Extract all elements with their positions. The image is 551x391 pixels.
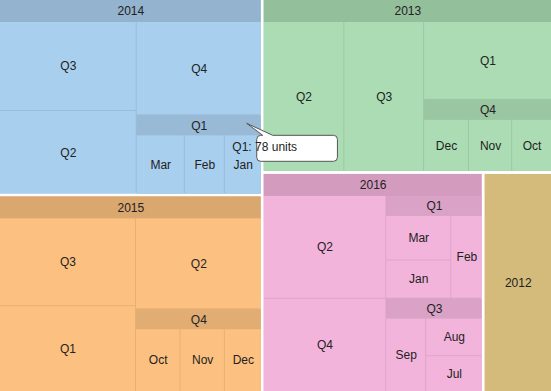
svg-text:Nov: Nov	[192, 353, 213, 367]
svg-text:Q4: Q4	[191, 313, 207, 327]
svg-text:Dec: Dec	[233, 353, 254, 367]
svg-text:2013: 2013	[395, 4, 422, 18]
svg-text:Q1: Q1	[426, 199, 442, 213]
svg-text:Jan: Jan	[234, 158, 253, 172]
svg-text:Mar: Mar	[150, 158, 171, 172]
svg-text:Q3: Q3	[376, 90, 392, 104]
svg-text:Q1: Q1	[480, 54, 496, 68]
svg-text:Q2: Q2	[296, 90, 312, 104]
svg-text:Feb: Feb	[457, 250, 478, 264]
svg-text:Aug: Aug	[444, 330, 465, 344]
svg-text:2015: 2015	[118, 201, 145, 215]
svg-text:Q3: Q3	[60, 59, 76, 73]
svg-text:Q2: Q2	[60, 146, 76, 160]
svg-text:Dec: Dec	[436, 139, 457, 153]
svg-text:Q3: Q3	[60, 255, 76, 269]
svg-text:Q4: Q4	[317, 338, 333, 352]
svg-text:Oct: Oct	[149, 353, 168, 367]
svg-text:2014: 2014	[118, 4, 145, 18]
svg-text:Mar: Mar	[408, 231, 429, 245]
svg-text:2016: 2016	[360, 178, 387, 192]
svg-text:Oct: Oct	[523, 139, 542, 153]
svg-text:Feb: Feb	[194, 158, 215, 172]
svg-text:Nov: Nov	[480, 139, 501, 153]
svg-text:Q4: Q4	[480, 103, 496, 117]
svg-text:Q1: Q1	[60, 342, 76, 356]
svg-text:Q1: Q1	[191, 119, 207, 133]
svg-text:Sep: Sep	[396, 348, 418, 362]
svg-text:Q2: Q2	[191, 257, 207, 271]
svg-text:2012: 2012	[505, 276, 532, 290]
svg-text:Q2: Q2	[317, 240, 333, 254]
svg-text:Q3: Q3	[426, 302, 442, 316]
svg-text:Q1: 78 units: Q1: 78 units	[232, 140, 297, 154]
svg-text:Jul: Jul	[447, 367, 462, 381]
svg-text:Jan: Jan	[409, 272, 428, 286]
svg-text:Q4: Q4	[191, 62, 207, 76]
